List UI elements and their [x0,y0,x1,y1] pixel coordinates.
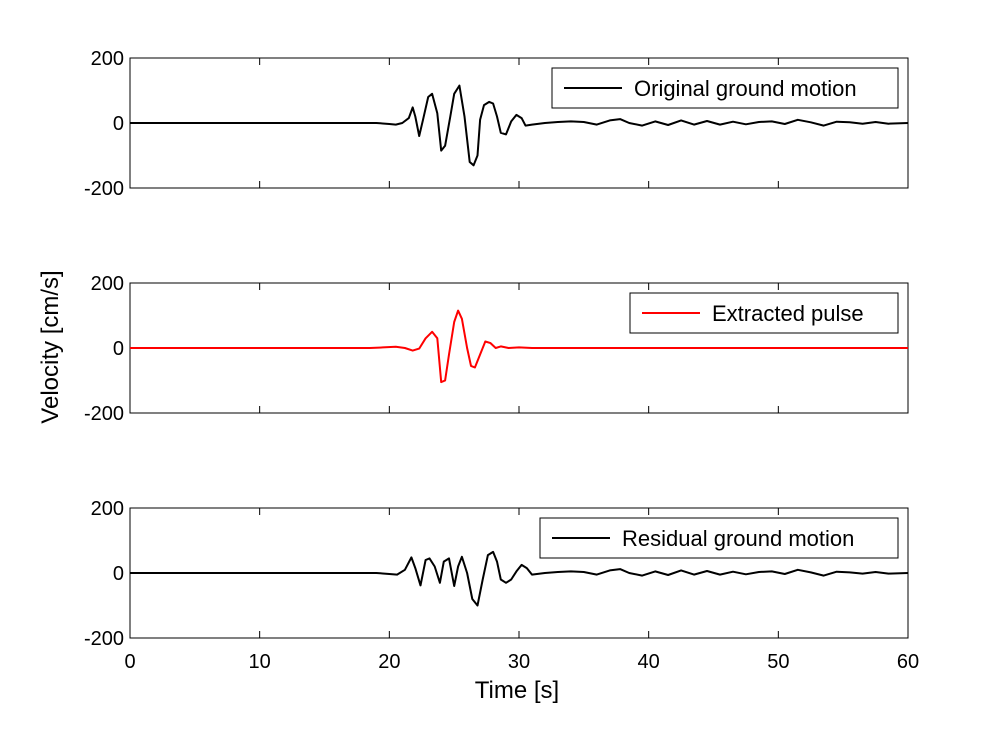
x-axis-title: Time [s] [475,677,559,704]
y-tick-label: 0 [113,113,124,135]
y-tick-label: 200 [91,498,124,520]
x-tick-label: 30 [508,651,530,673]
legend-label: Residual ground motion [622,526,854,551]
y-tick-label: 0 [113,338,124,360]
series-line [130,84,909,167]
y-tick-label: 200 [91,273,124,295]
y-tick-label: -200 [84,403,124,425]
y-axis-title: Velocity [cm/s] [37,270,64,423]
x-tick-label: 60 [897,651,919,673]
series-line [130,550,909,607]
panel-2: -200 0 200 Extracted pulse [84,273,909,425]
x-tick-label: 0 [124,651,135,673]
y-tick-label: 0 [113,563,124,585]
y-tick-label: 200 [91,48,124,70]
x-tick-label: 20 [378,651,400,673]
legend-label: Original ground motion [634,76,857,101]
x-tick-label: 40 [638,651,660,673]
x-tick-label: 50 [767,651,789,673]
y-tick-label: -200 [84,178,124,200]
legend-label: Extracted pulse [712,301,864,326]
panel-1: -200 0 200 Original ground motion [84,48,909,200]
x-tick-label: 10 [249,651,271,673]
series-line [130,309,908,384]
y-tick-label: -200 [84,628,124,650]
